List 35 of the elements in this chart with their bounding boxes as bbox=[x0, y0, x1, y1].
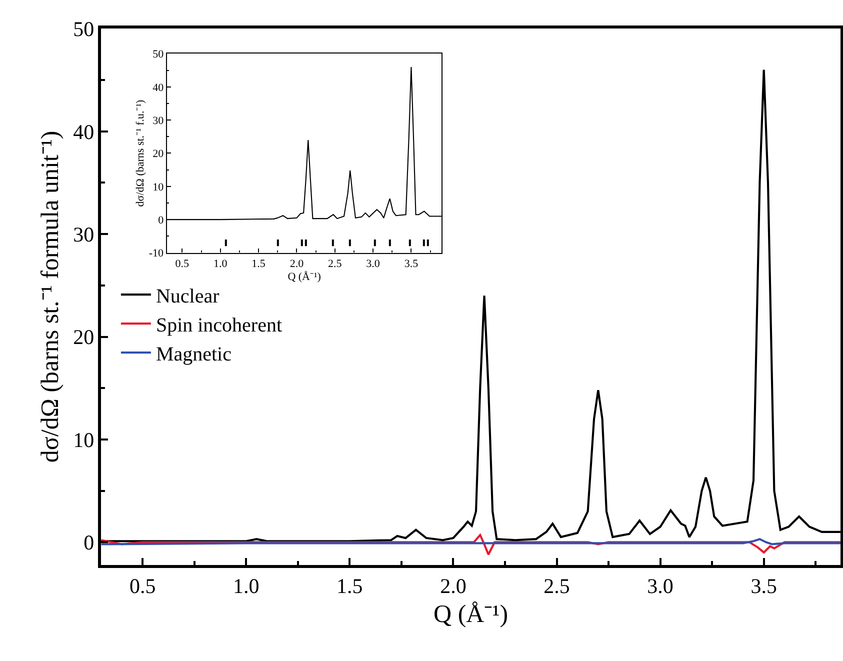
y-tick-label: -10 bbox=[148, 248, 164, 260]
x-tick-label: 3.0 bbox=[647, 574, 674, 598]
y-tick-label: 40 bbox=[73, 120, 94, 144]
x-tick-label: 1.5 bbox=[252, 258, 266, 270]
legend-label: Nuclear bbox=[156, 285, 220, 308]
y-tick-label: 0 bbox=[158, 214, 164, 226]
y-axis-title: dσ/dΩ (barns st.⁻¹ formula unit⁻¹) bbox=[36, 130, 64, 463]
x-tick-label: 2.5 bbox=[544, 574, 570, 598]
y-tick-label: 50 bbox=[73, 17, 94, 42]
x-tick-label: 1.0 bbox=[232, 574, 260, 598]
legend-label: Spin incoherent bbox=[156, 314, 282, 336]
x-axis-title: Q (Å⁻¹) bbox=[288, 270, 322, 284]
y-tick-label: 20 bbox=[73, 325, 94, 350]
x-tick-label: 0.5 bbox=[129, 574, 156, 598]
y-tick-label: 30 bbox=[152, 114, 164, 127]
y-tick-label: 10 bbox=[152, 181, 164, 194]
x-tick-label: 1.5 bbox=[336, 574, 363, 598]
x-tick-label: 2.0 bbox=[290, 258, 304, 270]
x-axis-title: Q (Å⁻¹) bbox=[434, 600, 508, 628]
x-tick-label: 0.5 bbox=[175, 258, 190, 270]
y-axis-title: dσ/dΩ (barns st.⁻¹ f.u.⁻¹) bbox=[134, 99, 147, 207]
y-tick-label: 10 bbox=[73, 428, 94, 452]
line-series bbox=[101, 534, 840, 556]
x-tick-label: 3.5 bbox=[404, 258, 419, 270]
x-tick-label: 1.0 bbox=[213, 258, 228, 270]
y-tick-label: 30 bbox=[73, 222, 94, 246]
x-tick-label: 3.0 bbox=[366, 258, 380, 270]
x-tick-label: 2.0 bbox=[440, 574, 466, 598]
y-tick-label: 0 bbox=[84, 530, 94, 555]
x-tick-label: 2.5 bbox=[328, 258, 342, 270]
y-tick-label: 50 bbox=[152, 48, 164, 61]
legend-label: Magnetic bbox=[156, 343, 232, 366]
x-tick-label: 3.5 bbox=[750, 574, 777, 598]
y-tick-label: 20 bbox=[152, 148, 164, 160]
y-tick-label: 40 bbox=[152, 82, 164, 94]
